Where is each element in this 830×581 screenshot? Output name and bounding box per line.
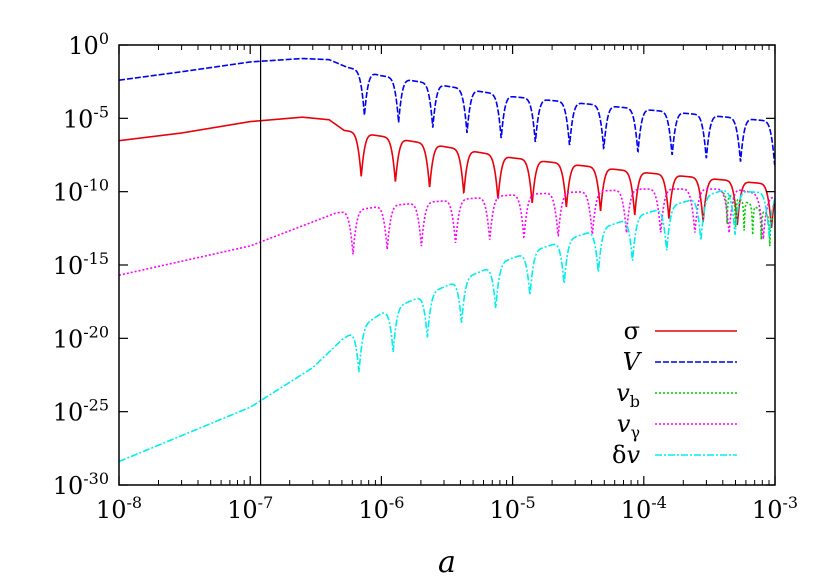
legend-label: δv <box>612 441 640 469</box>
legend-label: vb <box>616 379 640 411</box>
y-tick-label: 10-20 <box>53 322 109 353</box>
x-tick-label: 10-8 <box>96 493 142 524</box>
x-tick-label: 10-5 <box>490 493 536 524</box>
x-tick-label: 10-3 <box>752 493 798 524</box>
y-tick-label: 10-5 <box>63 102 109 133</box>
y-tick-label: 100 <box>68 29 109 60</box>
y-tick-label: 10-30 <box>53 469 109 500</box>
y-tick-label: 10-25 <box>53 396 109 427</box>
legend-label: σ <box>624 317 640 345</box>
x-tick-label: 10-6 <box>358 493 404 524</box>
x-axis-title: a <box>438 545 456 580</box>
ticks-layer: 10-8 10-7 10-6 10-5 10-4 10-3 100 10-5 10-10 10-1… <box>53 29 798 524</box>
series-layer <box>119 57 775 463</box>
series-line-3 <box>119 188 775 277</box>
y-tick-label: 10-10 <box>53 176 109 207</box>
series-line-2 <box>722 192 775 247</box>
x-tick-label: 10-7 <box>227 493 273 524</box>
legend-label: V <box>623 348 643 376</box>
legend-label: vγ <box>617 410 640 442</box>
plot-frame <box>118 44 776 486</box>
y-tick-label: 10-15 <box>53 249 109 280</box>
series-line-1 <box>119 57 775 166</box>
series-line-0 <box>119 116 775 228</box>
series-line-4 <box>119 189 775 463</box>
x-tick-label: 10-4 <box>621 493 667 524</box>
